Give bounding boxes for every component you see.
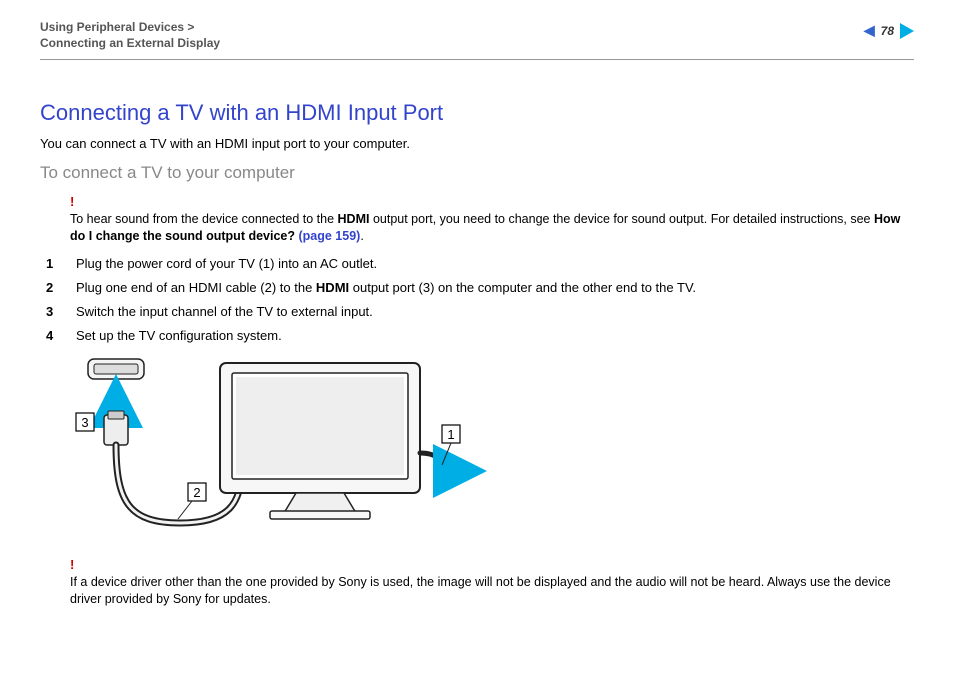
warning-icon: ! [70,557,74,572]
list-item: 2 Plug one end of an HDMI cable (2) to t… [40,279,914,297]
note1-post: . [360,229,363,243]
step-text: Plug one end of an HDMI cable (2) to the… [76,279,696,297]
step-text: Set up the TV configuration system. [76,327,282,345]
step-number: 4 [46,327,60,345]
step-number: 2 [46,279,60,297]
note1-mid: output port, you need to change the devi… [369,212,874,226]
svg-text:2: 2 [193,485,200,500]
step-text: Switch the input channel of the TV to ex… [76,303,373,321]
page-nav: ◀ 78 [864,22,914,39]
page-title: Connecting a TV with an HDMI Input Port [40,100,914,126]
breadcrumb-line2: Connecting an External Display [40,36,914,52]
svg-text:1: 1 [447,427,454,442]
breadcrumb-line1: Using Peripheral Devices > [40,20,914,36]
note-driver: ! If a device driver other than the one … [70,556,914,608]
list-item: 3 Switch the input channel of the TV to … [40,303,914,321]
breadcrumb: Using Peripheral Devices > Connecting an… [40,20,914,51]
list-item: 1 Plug the power cord of your TV (1) int… [40,255,914,273]
steps-list: 1 Plug the power cord of your TV (1) int… [40,255,914,346]
svg-text:3: 3 [81,415,88,430]
page-number: 78 [881,24,894,38]
next-page-arrow-icon[interactable] [900,23,914,39]
note2-text: If a device driver other than the one pr… [70,575,891,606]
note1-bold1: HDMI [338,212,370,226]
prev-page-arrow-icon[interactable]: ◀ [864,22,875,39]
diagram-svg: 3 2 1 [70,353,490,543]
note1-link[interactable]: (page 159) [298,229,360,243]
note-sound-output: ! To hear sound from the device connecte… [70,193,914,245]
step-number: 1 [46,255,60,273]
step-number: 3 [46,303,60,321]
section-subtitle: To connect a TV to your computer [40,163,914,183]
step-text: Plug the power cord of your TV (1) into … [76,255,377,273]
connection-diagram: 3 2 1 [70,353,914,548]
intro-text: You can connect a TV with an HDMI input … [40,136,914,151]
note1-pre: To hear sound from the device connected … [70,212,338,226]
list-item: 4 Set up the TV configuration system. [40,327,914,345]
warning-icon: ! [70,194,74,209]
